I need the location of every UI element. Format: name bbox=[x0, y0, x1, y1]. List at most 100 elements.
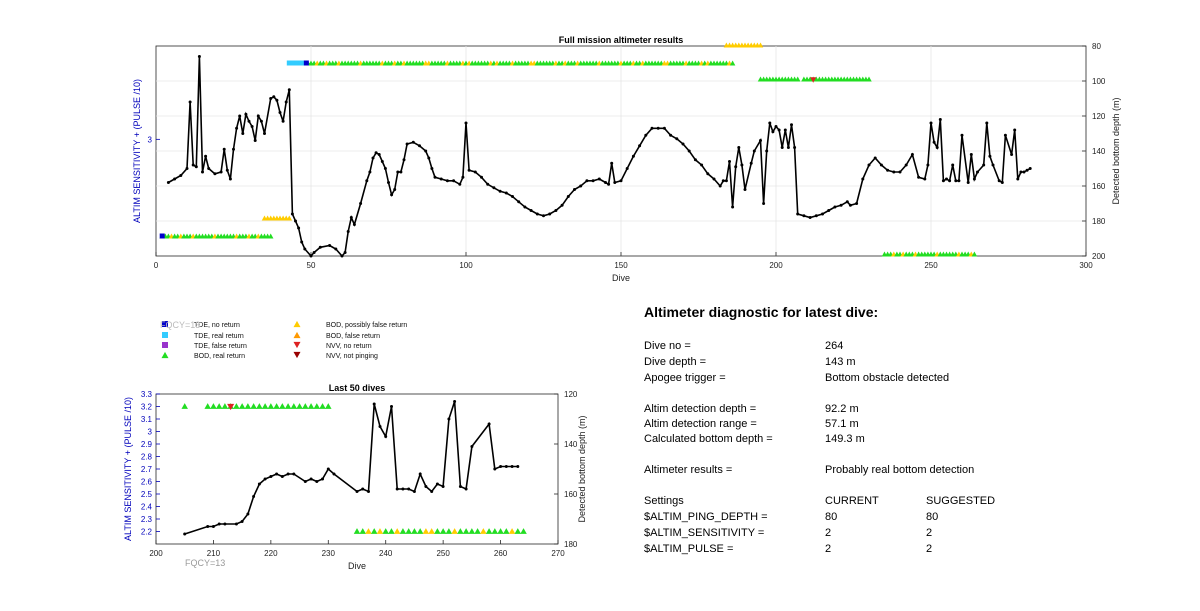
depth-point bbox=[340, 254, 344, 258]
depth-point bbox=[453, 400, 457, 403]
depth-point bbox=[535, 212, 539, 216]
x-tick-label: 100 bbox=[459, 261, 473, 270]
depth-point bbox=[917, 175, 921, 179]
bod-marker bbox=[462, 528, 470, 534]
depth-point bbox=[839, 203, 843, 207]
depth-point bbox=[1025, 168, 1029, 172]
depth-point bbox=[926, 163, 930, 167]
y-right-axis-label: Detected bottom depth (m) bbox=[577, 415, 587, 522]
depth-point bbox=[516, 465, 520, 468]
bod-marker bbox=[296, 403, 303, 409]
depth-point bbox=[898, 170, 902, 174]
depth-point bbox=[774, 125, 778, 128]
bod-marker bbox=[365, 528, 372, 534]
depth-point bbox=[263, 132, 266, 135]
depth-point bbox=[470, 445, 474, 448]
depth-point bbox=[309, 477, 313, 481]
bod-marker bbox=[393, 528, 401, 534]
bod-marker bbox=[388, 528, 395, 534]
depth-point bbox=[650, 126, 654, 130]
depth-point bbox=[511, 195, 514, 198]
bod-marker bbox=[491, 528, 499, 534]
depth-point bbox=[945, 177, 948, 181]
depth-point bbox=[217, 522, 221, 526]
depth-point bbox=[278, 111, 282, 114]
depth-point bbox=[1016, 177, 1020, 181]
bod-marker bbox=[399, 528, 407, 534]
bod-marker bbox=[416, 528, 424, 534]
bod-marker bbox=[210, 403, 217, 409]
depth-point bbox=[194, 165, 198, 169]
depth-point bbox=[1022, 170, 1026, 174]
depth-point bbox=[418, 472, 422, 476]
bod-marker bbox=[261, 403, 269, 409]
depth-point bbox=[238, 114, 242, 118]
depth-point bbox=[253, 139, 257, 142]
depth-point bbox=[424, 149, 428, 153]
x-tick-label: 210 bbox=[207, 549, 221, 558]
calculated-depth-label: Calculated bottom depth = bbox=[644, 433, 773, 445]
depth-point bbox=[326, 467, 330, 471]
depth-point bbox=[752, 149, 756, 153]
y-right-tick-label: 180 bbox=[564, 540, 578, 549]
detection-range-label: Altim detection range = bbox=[644, 418, 757, 430]
dive-no-value: 264 bbox=[825, 340, 844, 352]
bod-marker bbox=[256, 403, 263, 409]
bod-marker bbox=[279, 403, 286, 409]
depth-point bbox=[359, 202, 363, 205]
chart-title: Full mission altimeter results bbox=[559, 35, 684, 45]
y-left-tick-label: 3.3 bbox=[141, 390, 153, 399]
y-right-tick-label: 180 bbox=[1092, 217, 1106, 226]
depth-point bbox=[343, 251, 347, 254]
legend-marker bbox=[293, 320, 301, 328]
depth-point bbox=[312, 251, 316, 254]
depth-point bbox=[367, 490, 370, 493]
bod-marker bbox=[290, 403, 298, 409]
bod-marker bbox=[244, 403, 252, 409]
legend-marker bbox=[293, 351, 301, 359]
depth-point bbox=[985, 121, 989, 125]
y-left-tick-label: 3 bbox=[148, 135, 153, 144]
depth-point bbox=[284, 100, 288, 104]
bod-marker bbox=[468, 528, 476, 534]
y-left-tick-label: 2.5 bbox=[141, 490, 153, 499]
depth-point bbox=[435, 482, 439, 486]
depth-point bbox=[390, 405, 393, 408]
bod-marker bbox=[729, 60, 736, 66]
depth-point bbox=[211, 525, 215, 528]
bod-marker bbox=[284, 403, 292, 409]
bod-marker bbox=[286, 215, 293, 221]
depth-point bbox=[334, 247, 338, 251]
legend-marker bbox=[293, 331, 301, 339]
sensitivity-label: $ALTIM_SENSITIVITY = bbox=[644, 527, 765, 539]
plot-frame bbox=[155, 393, 559, 545]
depth-point bbox=[292, 472, 296, 476]
calculated-depth-value: 149.3 m bbox=[825, 433, 865, 445]
depth-point bbox=[213, 172, 217, 176]
depth-point bbox=[976, 170, 979, 174]
depth-line bbox=[168, 56, 1031, 258]
bod-marker bbox=[497, 528, 504, 534]
depth-point bbox=[433, 175, 437, 179]
y-left-tick-label: 3.1 bbox=[141, 415, 153, 424]
depth-point bbox=[1010, 153, 1014, 156]
chart-title: Last 50 dives bbox=[329, 383, 386, 393]
depth-point bbox=[873, 156, 877, 160]
depth-point bbox=[793, 146, 797, 149]
legend-marker bbox=[162, 342, 168, 348]
legend-marker bbox=[162, 332, 168, 338]
depth-point bbox=[669, 133, 673, 137]
depth-point bbox=[613, 181, 617, 184]
depth-point bbox=[712, 177, 716, 181]
depth-point bbox=[374, 151, 378, 155]
depth-point bbox=[675, 137, 679, 141]
depth-point bbox=[439, 177, 443, 181]
x-tick-label: 200 bbox=[769, 261, 783, 270]
depth-point bbox=[256, 114, 260, 118]
y-left-tick-label: 2.9 bbox=[141, 440, 153, 449]
y-right-axis-label: Detected bottom depth (m) bbox=[1111, 97, 1121, 204]
depth-point bbox=[179, 174, 183, 177]
depth-point bbox=[228, 177, 232, 181]
bod-marker bbox=[971, 251, 978, 257]
depth-point bbox=[833, 205, 837, 209]
